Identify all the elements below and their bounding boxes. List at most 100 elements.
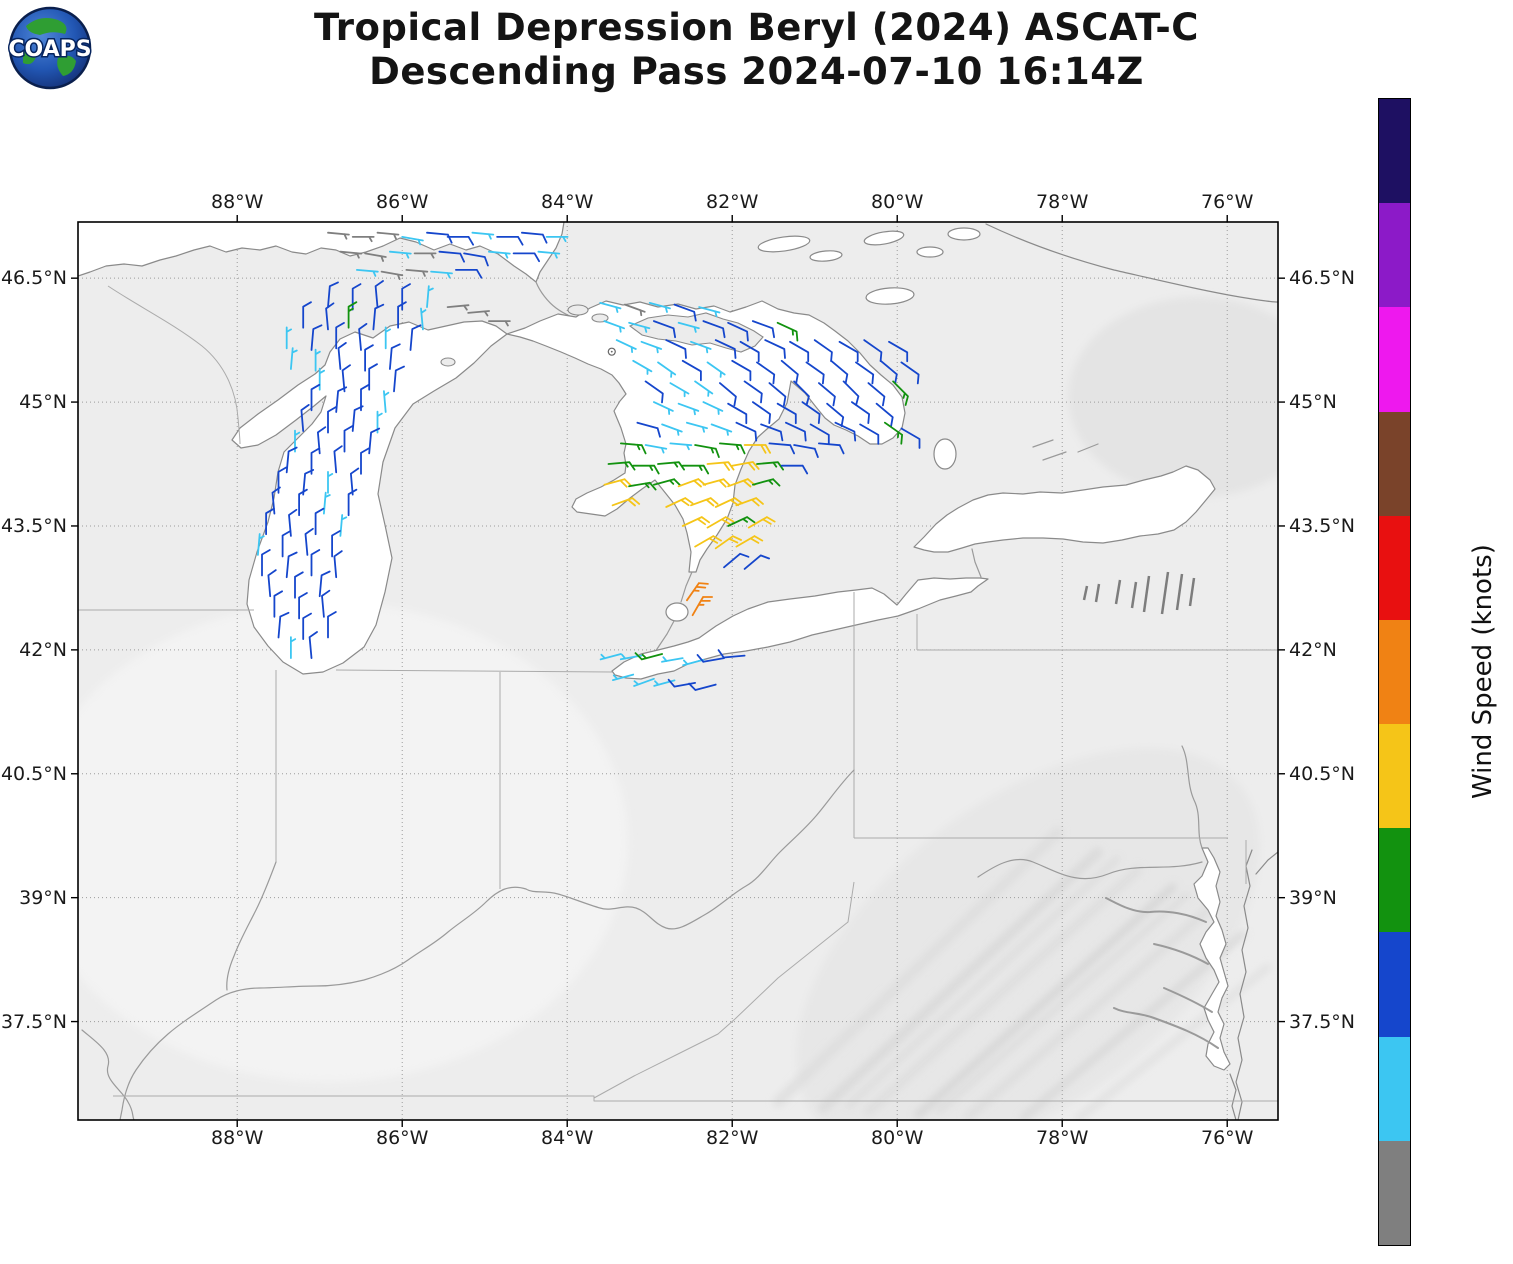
coaps-globe-icon: COAPS [7,6,93,90]
wind-barb [603,320,625,333]
wind-barb [686,582,709,602]
wind-barb [681,516,710,527]
wind-barbs-layer [257,231,921,691]
terrain-shading [78,297,1278,1120]
wind-barb [900,427,921,449]
wind-barb [420,307,427,331]
wind-barb [374,280,384,308]
wind-barb [285,551,298,579]
colorbar-label: Wind Speed (knots) [1468,544,1498,800]
colorbar-segment-30-35 [1379,515,1410,620]
wind-barb [702,478,731,488]
wind-barb [826,402,845,427]
wind-barb [764,339,786,359]
wind-barb [430,270,453,279]
wind-barb [300,404,310,432]
wind-barb [888,340,909,363]
coaps-logo: COAPS [7,6,93,90]
wind-barb [879,359,898,384]
wind-barb [702,401,724,415]
wind-barb [446,304,470,311]
wind-barb [488,320,511,327]
wind-barb [752,478,781,487]
wind-barb [285,326,292,350]
wind-barb [467,310,490,317]
wind-barb [628,481,657,491]
wind-barb [333,445,343,474]
wind-barb [710,423,733,436]
wind-barb [327,281,339,308]
wind-barb [288,508,298,537]
wind-barb [317,426,327,455]
wind-barb [327,471,334,494]
wind-barb [624,303,646,317]
lakes-layer [78,222,1278,1120]
wind-barb [323,491,331,515]
wind-barb [545,236,569,243]
wind-barb [634,652,663,661]
niagara-river [971,548,982,578]
wind-barb [731,359,752,382]
beaver-island [440,357,456,367]
lon-tick-top-0: 88°W [210,191,264,213]
wind-barb [257,533,265,556]
lake-superior [78,222,564,282]
wind-barb [327,231,350,240]
wind-barb [455,269,483,279]
lon-tick-top-6: 76°W [1200,191,1254,213]
wind-barb [673,303,697,322]
wind-barb [383,390,390,413]
wind-barb [611,497,641,507]
lat-tick-left-4: 40.5°N [0,762,67,785]
lake-ontario [913,465,1216,553]
lat-tick-left-5: 39°N [19,886,67,909]
wind-barb [760,423,784,442]
wind-barb [867,382,886,407]
wind-barb [308,631,318,659]
wind-barb [351,405,364,432]
wind-barb [380,270,404,280]
wind-barb [633,677,655,687]
wind-barb [669,382,690,398]
lon-tick-bottom-2: 84°W [540,1127,594,1149]
wind-barb [657,361,677,378]
wind-barb [719,442,746,455]
wind-barb [327,611,337,639]
wind-barb [356,269,379,277]
wind-barb [694,444,720,458]
wind-barb [640,340,663,354]
wind-barb [644,380,664,404]
wind-barb [884,421,903,445]
wind-barb [351,236,375,243]
colorbar-segment-45-50 [1379,203,1410,308]
wind-barb [801,401,821,424]
wind-barb [310,324,323,351]
wind-barb [785,421,807,442]
wind-barb [665,497,694,508]
wind-barb [413,252,437,259]
wind-barb [521,231,548,244]
lat-tick-right-2: 43.5°N [1289,514,1356,537]
wind-barb [892,380,909,406]
lon-tick-bottom-6: 76°W [1200,1127,1254,1149]
title-line1: Tropical Depression Beryl (2024) ASCAT-C [314,6,1199,49]
lat-tick-right-5: 39°N [1289,886,1337,909]
lon-tick-bottom-3: 82°W [705,1127,759,1149]
colorbar-segment-40-45 [1379,307,1410,412]
wind-barb [686,421,708,433]
lat-tick-left-1: 45°N [19,391,67,414]
lake-huron [506,300,906,573]
wind-barb [401,236,424,246]
ontario-lakes [757,227,1099,470]
wind-barb [653,320,676,339]
wind-barb [603,478,632,488]
wind-barb [677,321,700,333]
wind-barb [347,301,358,329]
wind-barb [372,303,385,331]
wind-barb [405,269,429,277]
wind-barb [632,464,660,475]
wind-barb [304,527,314,556]
wind-barb [325,302,335,331]
wind-barb [285,446,298,474]
